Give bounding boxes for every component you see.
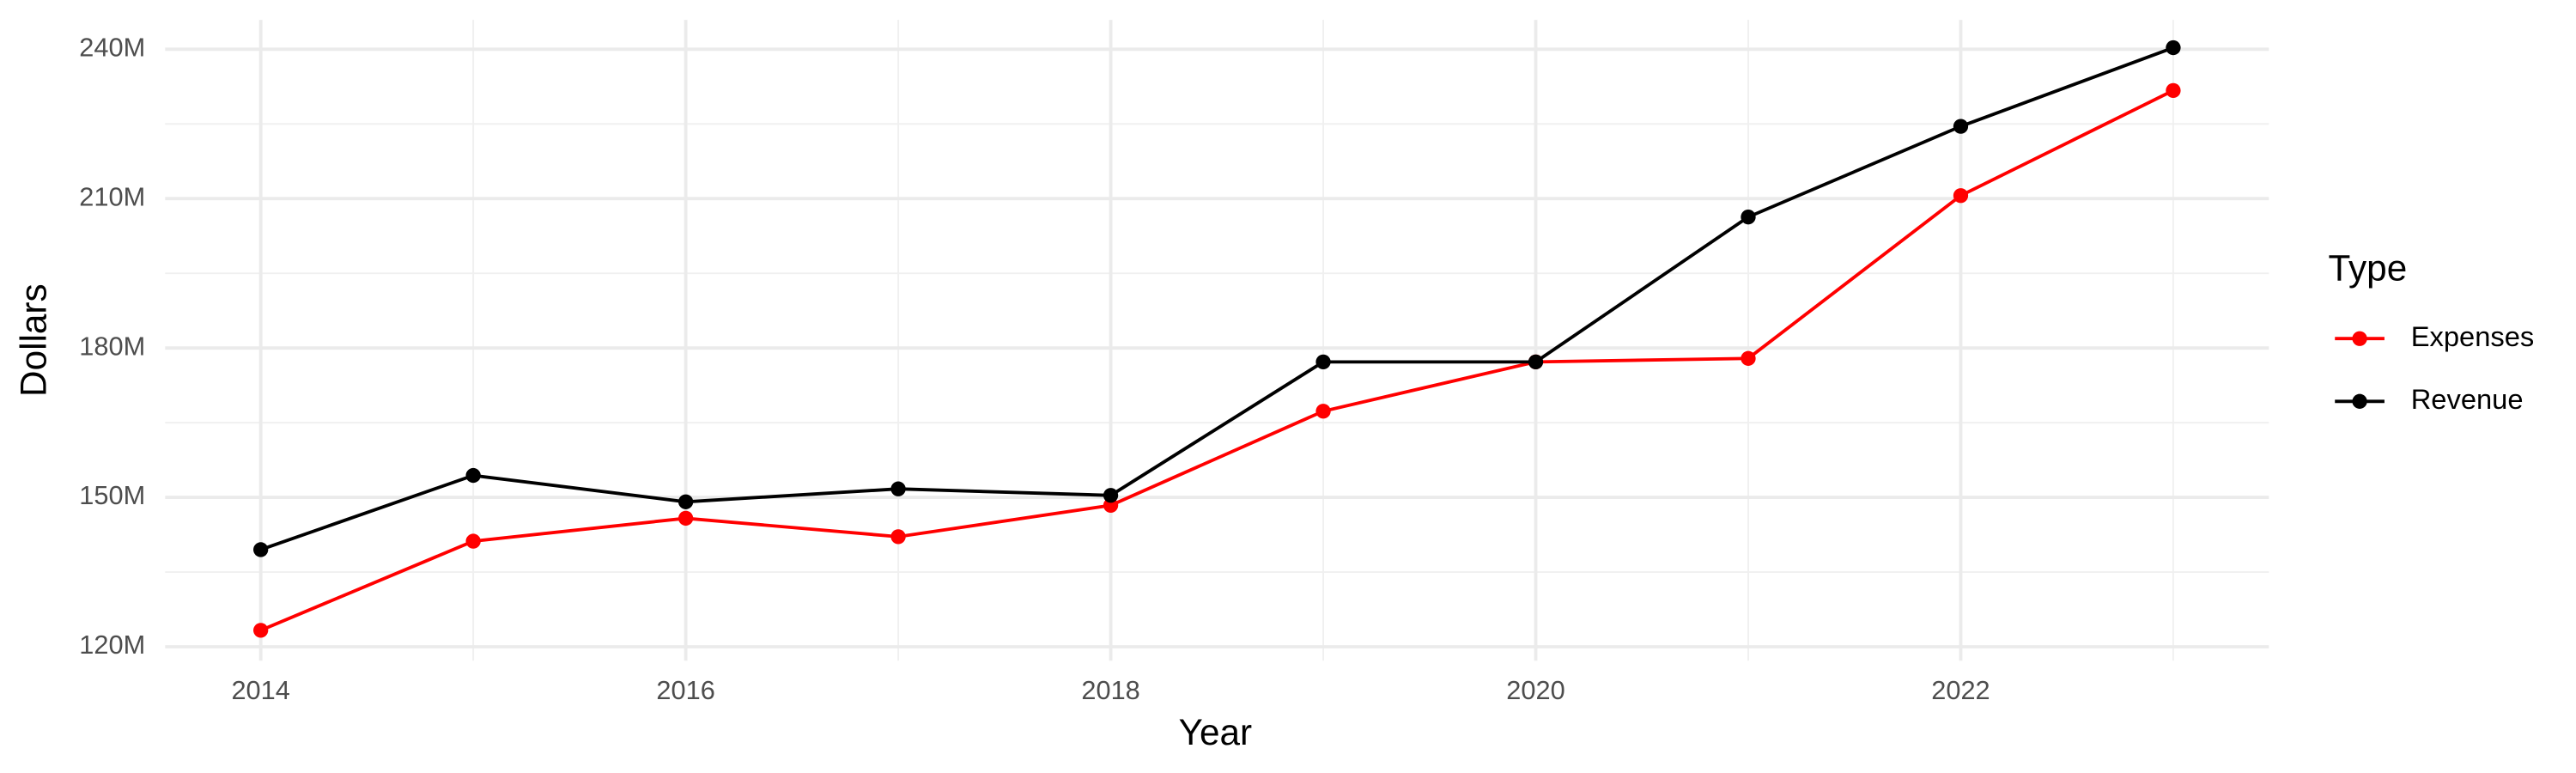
y-tick-label: 150M [79,480,145,510]
data-point [1103,488,1119,503]
data-point [465,533,481,549]
series-line [259,88,2174,632]
data-point [1741,210,1756,225]
x-tick-label: 2014 [231,675,289,705]
data-point [253,623,269,638]
y-tick-label: 240M [79,32,145,62]
data-point [1315,354,1331,370]
legend-title: Type [2329,248,2408,289]
data-point [253,542,269,557]
data-point [2166,82,2181,99]
data-point [1528,354,1544,370]
data-point [677,494,694,509]
y-tick-label: 120M [79,630,145,660]
x-tick-label: 2018 [1081,675,1139,705]
x-axis-title: Year [1179,712,1252,752]
x-tick-label: 2020 [1506,675,1564,705]
legend-key-point [2352,331,2367,346]
series-line [260,46,2174,551]
data-point [1953,188,1969,204]
data-point [677,510,694,526]
data-point [2166,40,2181,56]
data-point [890,529,906,545]
legend-key-point [2352,393,2367,409]
legend-label: Expenses [2411,320,2535,352]
data-point [465,467,481,484]
data-point [1315,404,1331,419]
data-point [1953,119,1969,134]
y-tick-label: 210M [79,181,145,211]
legend-label: Revenue [2411,383,2524,415]
x-tick-label: 2016 [656,675,714,705]
data-point [890,481,906,496]
y-axis-title: Dollars [13,283,53,397]
x-tick-label: 2022 [1931,675,1990,705]
data-point [1741,350,1756,366]
y-tick-label: 180M [79,331,145,361]
